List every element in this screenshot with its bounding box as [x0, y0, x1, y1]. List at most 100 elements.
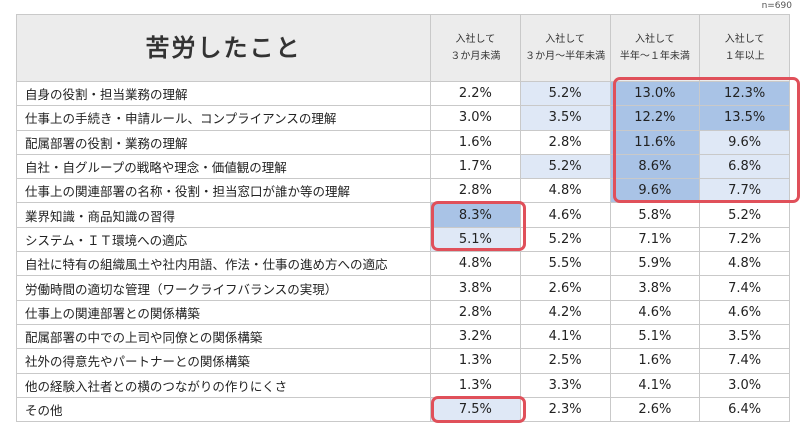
- value-cell: 4.2%: [519, 299, 611, 325]
- value-cell: 7.5%: [430, 396, 521, 423]
- column-header-line: 入社して: [635, 34, 675, 45]
- value-cell: 4.6%: [699, 299, 790, 325]
- value-cell: 2.6%: [519, 275, 611, 301]
- value-cell: 11.6%: [609, 129, 701, 155]
- value-cell: 5.1%: [430, 226, 521, 253]
- value-cell: 5.1%: [609, 323, 701, 350]
- value-cell: 4.1%: [519, 323, 611, 350]
- row-label: その他: [16, 396, 431, 423]
- value-cell: 5.2%: [519, 80, 611, 107]
- column-header: 入社して ３か月～半年未満: [519, 14, 611, 82]
- row-label: 労働時間の適切な管理（ワークライフバランスの実現）: [16, 275, 431, 301]
- table-row: 自社に特有の組織風土や社内用語、作法・仕事の進め方への適応 4.8% 5.5% 5.9…: [16, 251, 790, 277]
- value-cell: 1.6%: [430, 129, 521, 155]
- value-cell: 13.5%: [699, 105, 790, 131]
- value-cell: 12.2%: [609, 105, 701, 131]
- row-label: 配属部署の中での上司や同僚との関係構築: [16, 323, 431, 350]
- value-cell: 3.2%: [430, 323, 521, 350]
- table-row: 自身の役割・担当業務の理解 2.2% 5.2% 13.0% 12.3%: [16, 80, 790, 107]
- value-cell: 1.7%: [430, 153, 521, 180]
- table-title: 苦労したこと: [16, 14, 431, 82]
- value-cell: 3.8%: [430, 275, 521, 301]
- table-row: 労働時間の適切な管理（ワークライフバランスの実現） 3.8% 2.6% 3.8% 7.4…: [16, 275, 790, 301]
- value-cell: 9.6%: [609, 178, 701, 204]
- value-cell: 7.1%: [609, 226, 701, 253]
- value-cell: 2.8%: [430, 178, 521, 204]
- value-cell: 7.4%: [699, 275, 790, 301]
- value-cell: 2.3%: [519, 396, 611, 423]
- row-label: 自身の役割・担当業務の理解: [16, 80, 431, 107]
- value-cell: 9.6%: [699, 129, 790, 155]
- table-row: 業界知識・商品知識の習得 8.3% 4.6% 5.8% 5.2%: [16, 202, 790, 228]
- value-cell: 5.2%: [519, 226, 611, 253]
- column-header-line: ３か月～半年未満: [525, 51, 606, 62]
- value-cell: 3.5%: [699, 323, 790, 350]
- column-header-line: 入社して: [545, 34, 585, 45]
- value-cell: 1.6%: [609, 348, 701, 374]
- value-cell: 5.9%: [609, 251, 701, 277]
- value-cell: 2.8%: [430, 299, 521, 325]
- row-label: 社外の得意先やパートナーとの関係構築: [16, 348, 431, 374]
- value-cell: 7.7%: [699, 178, 790, 204]
- row-label: 仕事上の関連部署の名称・役割・担当窓口が誰か等の理解: [16, 178, 431, 204]
- value-cell: 12.3%: [699, 80, 790, 107]
- value-cell: 4.6%: [609, 299, 701, 325]
- table-row: 仕事上の手続き・申請ルール、コンプライアンスの理解 3.0% 3.5% 12.2% 13…: [16, 105, 790, 131]
- value-cell: 1.3%: [430, 372, 521, 398]
- column-header-line: 半年～１年未満: [619, 51, 690, 62]
- value-cell: 3.8%: [609, 275, 701, 301]
- value-cell: 6.8%: [699, 153, 790, 180]
- value-cell: 3.0%: [430, 105, 521, 131]
- table-row: 社外の得意先やパートナーとの関係構築 1.3% 2.5% 1.6% 7.4%: [16, 348, 790, 374]
- column-header-line: 入社して: [724, 34, 765, 45]
- column-header: 入社して ３か月未満: [430, 14, 521, 82]
- table-row: 仕事上の関連部署の名称・役割・担当窓口が誰か等の理解 2.8% 4.8% 9.6% 7.…: [16, 178, 790, 204]
- value-cell: 5.2%: [519, 153, 611, 180]
- column-header-line: ３か月未満: [450, 51, 501, 62]
- value-cell: 7.4%: [699, 348, 790, 374]
- value-cell: 4.8%: [430, 251, 521, 277]
- value-cell: 2.8%: [519, 129, 611, 155]
- value-cell: 2.5%: [519, 348, 611, 374]
- sample-size-label: n=690: [761, 1, 792, 11]
- row-label: 自社に特有の組織風土や社内用語、作法・仕事の進め方への適応: [16, 251, 431, 277]
- value-cell: 7.2%: [699, 226, 790, 253]
- table-row: 仕事上の関連部署との関係構築 2.8% 4.2% 4.6% 4.6%: [16, 299, 790, 325]
- value-cell: 2.6%: [609, 396, 701, 423]
- row-label: 自社・自グループの戦略や理念・価値観の理解: [16, 153, 431, 180]
- table-row: 配属部署の役割・業務の理解 1.6% 2.8% 11.6% 9.6%: [16, 129, 790, 155]
- value-cell: 4.6%: [519, 202, 611, 228]
- table-row: 自社・自グループの戦略や理念・価値観の理解 1.7% 5.2% 8.6% 6.8%: [16, 153, 790, 180]
- value-cell: 4.8%: [699, 251, 790, 277]
- survey-table: 苦労したこと 入社して ３か月未満 入社して ３か月～半年未満 入社して半年～１年未…: [16, 14, 790, 423]
- value-cell: 4.8%: [519, 178, 611, 204]
- value-cell: 1.3%: [430, 348, 521, 374]
- column-header-line: 入社して: [455, 34, 496, 45]
- value-cell: 3.0%: [699, 372, 790, 398]
- row-label: 仕事上の関連部署との関係構築: [16, 299, 431, 325]
- value-cell: 6.4%: [699, 396, 790, 423]
- value-cell: 13.0%: [609, 80, 701, 107]
- value-cell: 3.3%: [519, 372, 611, 398]
- value-cell: 8.3%: [430, 202, 521, 228]
- value-cell: 5.2%: [699, 202, 790, 228]
- column-header: 入社して １年以上: [699, 14, 790, 82]
- table-row: その他 7.5% 2.3% 2.6% 6.4%: [16, 396, 790, 423]
- table-row: 配属部署の中での上司や同僚との関係構築 3.2% 4.1% 5.1% 3.5%: [16, 323, 790, 350]
- table-row: 他の経験入社者との横のつながりの作りにくさ 1.3% 3.3% 4.1% 3.0%: [16, 372, 790, 398]
- row-label: 仕事上の手続き・申請ルール、コンプライアンスの理解: [16, 105, 431, 131]
- row-label: 配属部署の役割・業務の理解: [16, 129, 431, 155]
- value-cell: 5.5%: [519, 251, 611, 277]
- column-header: 入社して半年～１年未満: [609, 14, 701, 82]
- value-cell: 5.8%: [609, 202, 701, 228]
- header-row: 苦労したこと 入社して ３か月未満 入社して ３か月～半年未満 入社して半年～１年未…: [16, 14, 790, 82]
- value-cell: 3.5%: [519, 105, 611, 131]
- value-cell: 8.6%: [609, 153, 701, 180]
- value-cell: 2.2%: [430, 80, 521, 107]
- row-label: 業界知識・商品知識の習得: [16, 202, 431, 228]
- table-row: システム・ＩＴ環境への適応 5.1% 5.2% 7.1% 7.2%: [16, 226, 790, 253]
- column-header-line: １年以上: [724, 51, 765, 62]
- row-label: システム・ＩＴ環境への適応: [16, 226, 431, 253]
- value-cell: 4.1%: [609, 372, 701, 398]
- row-label: 他の経験入社者との横のつながりの作りにくさ: [16, 372, 431, 398]
